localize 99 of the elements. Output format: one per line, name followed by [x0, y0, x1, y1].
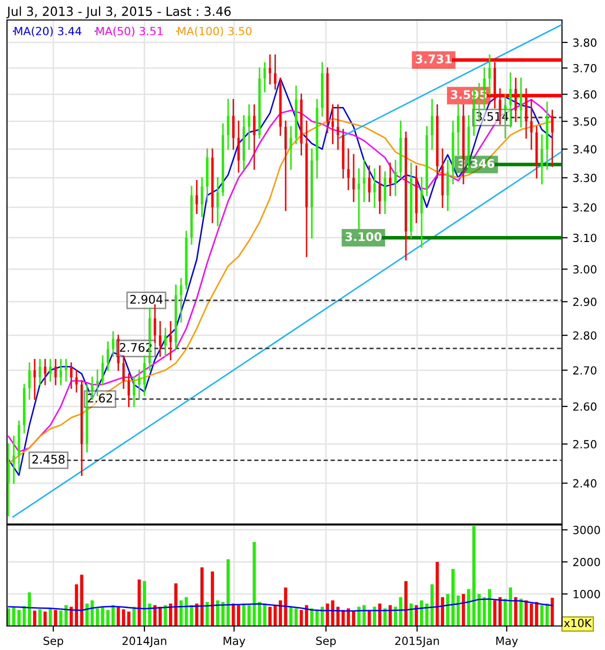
- y-tick-label: 2000: [573, 558, 600, 566]
- bar: [488, 589, 492, 626]
- bar: [206, 602, 209, 626]
- y-tick-label: 3.80: [573, 38, 596, 47]
- bar: [252, 542, 256, 626]
- y-tick-label: 3.00: [573, 265, 596, 274]
- bar: [106, 610, 110, 626]
- y-tick-label: 3000: [573, 526, 600, 534]
- bar: [504, 598, 507, 626]
- bar: [268, 606, 272, 626]
- bar: [236, 605, 240, 626]
- bar: [519, 598, 522, 626]
- y-tick-label: 3.70: [573, 64, 596, 72]
- x-tick-label: Sep: [316, 636, 336, 648]
- y-tick-label: 2.60: [573, 402, 596, 411]
- bar: [320, 606, 324, 626]
- bar: [456, 596, 460, 626]
- x-tick-label: 2014Jan: [122, 636, 166, 648]
- bar: [310, 608, 314, 626]
- bar: [289, 606, 292, 626]
- y-tick-label: 3.50: [573, 117, 596, 126]
- bar: [122, 609, 126, 626]
- legend-label: MA(100) 3.50: [178, 26, 252, 37]
- bar: [368, 610, 371, 626]
- bar: [226, 559, 230, 626]
- bar: [498, 597, 502, 626]
- x-tick-label: 2015Jan: [395, 636, 439, 648]
- bar: [59, 610, 62, 626]
- bar: [462, 594, 465, 626]
- bar: [195, 604, 198, 626]
- legend-label: MA(20) 3.44: [14, 26, 82, 37]
- bar: [74, 584, 78, 626]
- bar: [184, 597, 188, 626]
- y-tick-label: 3.10: [573, 234, 596, 242]
- y-tick-label: 3.30: [573, 174, 596, 182]
- bar: [478, 594, 481, 626]
- y-tick-label: 2.50: [573, 440, 596, 448]
- x-tick-label: May: [496, 636, 518, 648]
- bar: [300, 610, 303, 626]
- bar: [540, 605, 544, 626]
- y-axis-title: x10K: [564, 618, 592, 628]
- y-tick-label: 2.80: [573, 331, 596, 340]
- data-label: 3.731: [416, 54, 452, 64]
- bar: [17, 610, 21, 626]
- bar: [33, 610, 36, 626]
- bar: [294, 608, 298, 626]
- x-tick-label: May: [224, 636, 246, 648]
- bar: [467, 589, 470, 626]
- bar: [425, 604, 428, 626]
- bar: [174, 583, 178, 626]
- chart-title: Jul 3, 2013 - Jul 3, 2015 - Last : 3.46: [6, 6, 231, 18]
- bar: [446, 594, 450, 626]
- y-tick-label: 1000: [574, 590, 600, 598]
- bar: [101, 606, 104, 626]
- bar: [493, 600, 496, 626]
- bar: [127, 612, 130, 626]
- y-tick-label: 2.90: [573, 298, 596, 306]
- bar: [451, 568, 455, 626]
- y-tick-label: 3.40: [573, 145, 596, 154]
- bar: [96, 608, 99, 626]
- y-tick-label: 3.60: [573, 90, 596, 99]
- bar: [247, 605, 251, 626]
- bar: [284, 588, 288, 626]
- bar: [38, 609, 42, 626]
- bar: [472, 526, 476, 626]
- bar: [530, 604, 533, 626]
- bar: [388, 605, 392, 626]
- bar: [440, 597, 444, 626]
- bar: [430, 584, 434, 626]
- bar: [54, 610, 58, 626]
- bar: [200, 567, 204, 626]
- y-tick-label: 2.70: [573, 366, 596, 375]
- data-label: 2.904: [130, 294, 163, 304]
- bar: [378, 604, 382, 626]
- bar: [404, 581, 408, 626]
- bar: [550, 598, 554, 626]
- bar: [242, 604, 246, 626]
- y-tick-label: 2.40: [573, 479, 596, 488]
- line-series: [8, 598, 553, 612]
- y-tick-label: 3.20: [573, 203, 596, 212]
- bar: [263, 604, 266, 626]
- bar: [508, 588, 512, 626]
- bar: [70, 606, 73, 626]
- bar: [482, 597, 486, 626]
- bar: [142, 581, 146, 626]
- bar: [514, 597, 518, 626]
- bar: [44, 612, 47, 626]
- bar: [436, 562, 439, 626]
- bar: [28, 592, 31, 626]
- bar: [210, 571, 214, 626]
- bar: [12, 606, 16, 626]
- legend-label: MA(50) 3.51: [96, 26, 163, 37]
- bar: [80, 574, 84, 626]
- bar: [138, 580, 141, 626]
- x-tick-label: Sep: [44, 636, 64, 648]
- data-label: 2.458: [32, 454, 65, 464]
- bar: [399, 597, 402, 626]
- data-label: 3.100: [346, 232, 382, 242]
- bar: [116, 607, 120, 626]
